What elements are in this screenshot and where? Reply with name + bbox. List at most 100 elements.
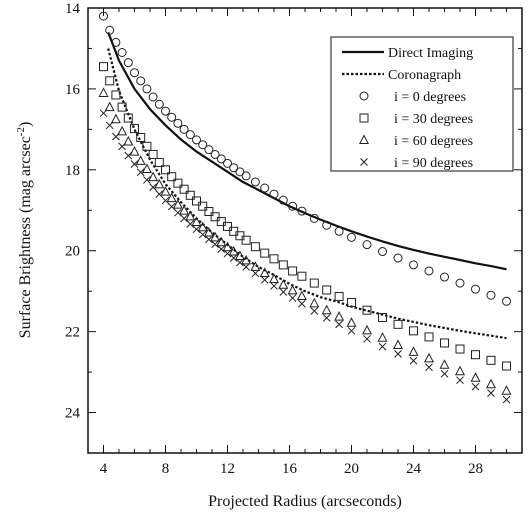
x-tick-label: 20 bbox=[344, 461, 359, 477]
point-cross bbox=[409, 356, 418, 365]
point-square bbox=[130, 124, 139, 134]
point-circle bbox=[393, 253, 403, 263]
point-triangle bbox=[321, 304, 332, 315]
point-cross bbox=[236, 258, 244, 267]
point-cross bbox=[180, 214, 188, 223]
point-cross bbox=[143, 176, 151, 184]
y-tick-label: 24 bbox=[65, 406, 81, 422]
point-triangle bbox=[485, 378, 497, 389]
point-cross bbox=[487, 389, 495, 397]
point-cross bbox=[198, 230, 207, 239]
point-cross bbox=[440, 369, 449, 378]
point-triangle bbox=[98, 87, 109, 97]
point-square bbox=[142, 141, 152, 151]
point-circle bbox=[192, 135, 201, 145]
point-triangle bbox=[241, 254, 252, 265]
point-triangle bbox=[179, 205, 190, 215]
point-cross bbox=[223, 249, 232, 258]
point-cross bbox=[149, 183, 157, 192]
point-circle bbox=[235, 167, 245, 177]
point-square bbox=[288, 266, 298, 276]
point-square bbox=[424, 332, 434, 342]
point-circle bbox=[486, 290, 496, 300]
point-circle bbox=[424, 266, 434, 276]
point-square bbox=[148, 149, 158, 159]
point-square bbox=[486, 355, 496, 365]
point-square bbox=[297, 271, 307, 281]
point-square bbox=[105, 76, 115, 86]
point-cross bbox=[155, 190, 164, 198]
point-square bbox=[173, 178, 183, 188]
legend: Direct Imaging Coronagraph i = 0 degrees i … bbox=[330, 36, 514, 172]
x-tick-label: 12 bbox=[220, 461, 235, 477]
point-triangle bbox=[216, 236, 227, 247]
point-cross bbox=[471, 382, 480, 391]
point-square bbox=[250, 242, 260, 252]
point-square bbox=[185, 190, 195, 200]
legend-box bbox=[330, 36, 514, 172]
point-triangle bbox=[129, 146, 140, 156]
point-circle bbox=[105, 25, 115, 35]
legend-label: i = 0 degrees bbox=[394, 90, 466, 105]
point-circle bbox=[471, 284, 480, 294]
point-cross bbox=[394, 350, 402, 358]
point-cross bbox=[130, 160, 139, 169]
point-circle bbox=[185, 130, 195, 140]
point-circle bbox=[309, 213, 319, 223]
y-axis-title-close: ) bbox=[17, 122, 34, 127]
point-square bbox=[309, 278, 319, 288]
point-circle bbox=[322, 220, 332, 230]
point-triangle bbox=[268, 273, 280, 284]
point-triangle bbox=[334, 311, 345, 321]
point-square bbox=[179, 184, 189, 194]
point-triangle bbox=[228, 245, 239, 256]
point-circle bbox=[210, 149, 220, 159]
point-triangle bbox=[141, 163, 152, 174]
point-triangle bbox=[197, 221, 208, 232]
point-circle bbox=[362, 240, 372, 250]
point-square bbox=[260, 248, 270, 258]
point-circle bbox=[111, 37, 121, 47]
point-circle bbox=[117, 48, 127, 57]
point-cross bbox=[502, 395, 511, 404]
point-circle bbox=[223, 158, 232, 168]
point-triangle bbox=[361, 324, 373, 335]
point-cross bbox=[363, 335, 371, 343]
point-circle bbox=[179, 124, 189, 134]
point-cross bbox=[211, 240, 219, 249]
point-cross bbox=[112, 132, 120, 141]
point-triangle bbox=[423, 352, 435, 363]
point-cross bbox=[205, 235, 213, 244]
point-cross bbox=[260, 276, 269, 284]
point-square bbox=[502, 361, 511, 371]
point-square bbox=[117, 102, 127, 112]
y-axis-title: Surface Brightness (mag arcsec-2) bbox=[15, 122, 34, 339]
point-square bbox=[154, 158, 164, 168]
point-circle bbox=[288, 201, 298, 211]
point-cross bbox=[105, 121, 114, 130]
point-circle bbox=[455, 278, 465, 288]
point-cross bbox=[347, 326, 356, 335]
legend-label: Direct Imaging bbox=[388, 46, 473, 61]
point-triangle bbox=[148, 171, 159, 182]
legend-marker-triangle bbox=[358, 134, 370, 144]
y-tick-label: 16 bbox=[65, 82, 81, 98]
point-triangle bbox=[234, 250, 245, 260]
point-triangle bbox=[203, 226, 214, 237]
point-cross bbox=[322, 314, 331, 322]
point-square bbox=[471, 350, 480, 360]
point-triangle bbox=[408, 346, 419, 356]
point-triangle bbox=[278, 279, 289, 289]
point-cross bbox=[425, 363, 433, 372]
point-square bbox=[198, 201, 208, 211]
point-triangle bbox=[309, 297, 320, 308]
y-axis-title-main: Surface Brightness (mag arcsec bbox=[17, 136, 34, 338]
point-circle bbox=[161, 106, 170, 116]
y-tick-label: 14 bbox=[65, 1, 81, 17]
point-circle bbox=[409, 260, 418, 270]
point-cross bbox=[288, 294, 297, 302]
point-circle bbox=[130, 68, 139, 78]
point-triangle bbox=[250, 261, 261, 271]
point-cross bbox=[167, 202, 176, 211]
point-circle bbox=[136, 76, 146, 86]
